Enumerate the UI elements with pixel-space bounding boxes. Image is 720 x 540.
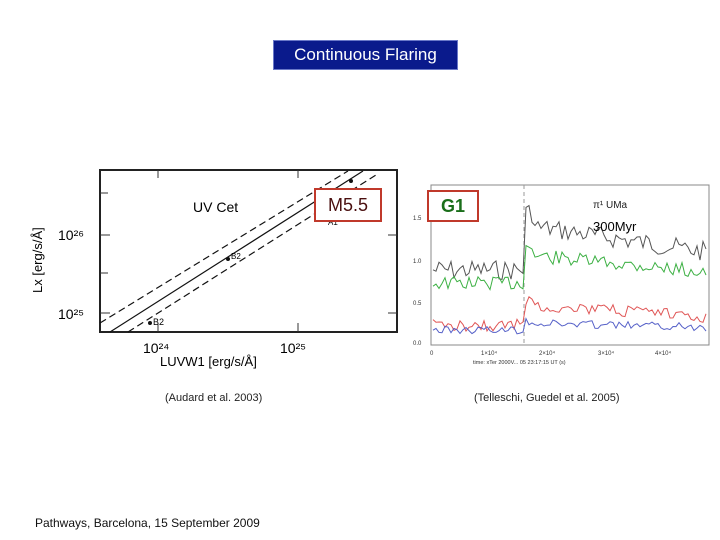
spectral-type-g1: G1 (427, 190, 479, 222)
y-tick-r1: 1.5 (413, 216, 422, 222)
series-total (432, 204, 707, 280)
x-tick-r4: 3×10⁴ (598, 350, 615, 357)
y-tick-r3: 0.5 (413, 301, 422, 307)
series-hard (432, 317, 707, 335)
x-tick-r3: 2×10⁴ (539, 350, 556, 357)
y-tick-1: 10²⁶ (58, 227, 84, 243)
slide-footer: Pathways, Barcelona, 15 September 2009 (35, 516, 260, 530)
series-medium (432, 296, 707, 333)
right-caption: (Telleschi, Guedel et al. 2005) (474, 392, 620, 404)
right-plot-svg: 1.5 1.0 0.5 0.0 0 1×10⁴ 2×10⁴ 3×10⁴ 4×10… (413, 184, 710, 366)
x-axis-title: LUVW1 [erg/s/Å] (160, 354, 257, 369)
x-tick-2: 10²⁵ (280, 340, 306, 356)
left-caption: (Audard et al. 2003) (165, 392, 263, 404)
y-tick-2: 10²⁵ (58, 306, 84, 322)
x-tick-r2: 1×10⁴ (481, 350, 498, 357)
point-label-b1: B2 (231, 252, 241, 261)
age-label: 300Myr (593, 219, 637, 234)
right-x-axis-title: time: xTer 2000V... 05 23:17:15 UT (s) (473, 360, 566, 366)
y-tick-r2: 1.0 (413, 259, 422, 265)
point-b1 (226, 257, 230, 261)
point-label-a1: A1 (328, 218, 338, 227)
star-name: π¹ UMa (593, 200, 628, 211)
uv-cet-label: UV Cet (193, 199, 239, 215)
right-lightcurve-plot: 1.5 1.0 0.5 0.0 0 1×10⁴ 2×10⁴ 3×10⁴ 4×10… (403, 175, 713, 367)
y-axis-title: Lx [erg/s/Å] (30, 227, 45, 293)
spectral-type-m55: M5.5 (314, 188, 382, 222)
point-label-b2: B2 (153, 317, 164, 327)
x-tick-r1: 0 (430, 351, 434, 357)
slide-title: Continuous Flaring (273, 40, 458, 70)
point-b2 (148, 321, 152, 325)
left-plot-ticks (100, 170, 397, 332)
point-top (349, 179, 353, 183)
y-tick-r4: 0.0 (413, 341, 422, 347)
series-soft (432, 244, 707, 291)
lightcurve-series (432, 204, 707, 335)
x-tick-r5: 4×10⁴ (655, 350, 672, 357)
x-tick-1: 10²⁴ (143, 340, 169, 356)
fit-line-dashed-upper (99, 170, 349, 324)
